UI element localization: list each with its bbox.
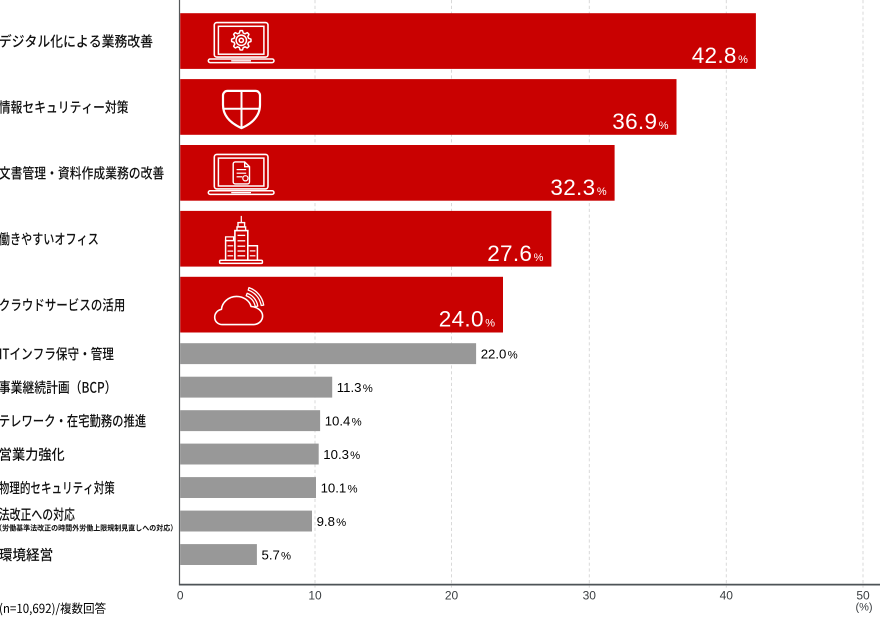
svg-text:%: % (534, 252, 544, 264)
svg-text:%: % (738, 54, 748, 66)
svg-text:30: 30 (583, 589, 597, 603)
svg-text:10.1%: 10.1% (321, 481, 358, 496)
svg-text:%: % (485, 318, 495, 330)
svg-text:10.3%: 10.3% (323, 447, 360, 462)
svg-text:9.8%: 9.8% (317, 514, 347, 529)
svg-text:10: 10 (308, 589, 322, 603)
svg-text:40: 40 (720, 589, 734, 603)
svg-text:0: 0 (177, 589, 184, 603)
svg-text:%: % (659, 120, 669, 132)
svg-text:20: 20 (445, 589, 459, 603)
svg-text:32.3: 32.3 (550, 175, 595, 200)
svg-text:11.3%: 11.3% (337, 380, 373, 395)
svg-text:27.6: 27.6 (487, 241, 532, 266)
svg-text:36.9: 36.9 (612, 109, 657, 134)
svg-text:10.4%: 10.4% (325, 414, 362, 429)
svg-text:5.7%: 5.7% (262, 547, 292, 562)
svg-text:24.0: 24.0 (439, 307, 484, 332)
svg-text:50: 50 (856, 589, 870, 603)
svg-text:22.0%: 22.0% (481, 347, 518, 362)
svg-text:(%): (%) (855, 601, 872, 613)
svg-text:%: % (597, 186, 607, 198)
svg-text:42.8: 42.8 (692, 43, 737, 68)
